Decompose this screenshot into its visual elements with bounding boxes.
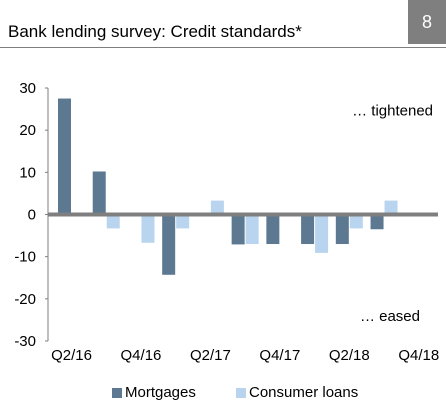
chart-title: Bank lending survey: Credit standards*: [8, 22, 302, 41]
x-tick-label: Q2/16: [51, 347, 92, 364]
consumer-loans-swatch: [236, 387, 246, 398]
y-tick-label: 20: [19, 122, 36, 139]
bar-mortgages: [370, 214, 384, 230]
bar-mortgages: [266, 214, 280, 245]
bar-consumer-loans: [349, 214, 363, 229]
legend-item-mortgages: Mortgages: [112, 384, 196, 401]
mortgages-swatch: [112, 387, 122, 398]
bar-consumer-loans: [245, 214, 259, 245]
page-number-badge: 8: [408, 0, 446, 44]
bar-mortgages: [301, 214, 315, 245]
y-tick-label: -10: [14, 249, 36, 266]
legend-item-consumer-loans: Consumer loans: [236, 384, 358, 401]
x-tick-label: Q4/17: [259, 347, 300, 364]
bar-chart: 30 20 10 0 -10 -20 -30 Q2/16 Q4/16 Q2/17 Q4/17 Q2/1…: [14, 80, 439, 364]
title-divider: [0, 47, 446, 48]
y-tick-label: 30: [19, 80, 36, 97]
y-tick-label: -30: [14, 333, 36, 350]
x-tick-label: Q4/16: [121, 347, 162, 364]
x-tick-label: Q2/17: [190, 347, 231, 364]
bar-consumer-loans: [384, 200, 398, 215]
bar-mortgages: [162, 214, 176, 275]
bar-mortgages: [231, 214, 245, 245]
bar-mortgages: [58, 98, 71, 215]
bar-consumer-loans: [106, 214, 120, 229]
y-tick-label: 0: [28, 207, 36, 224]
y-tick-label: 10: [19, 164, 36, 181]
annotation-eased: … eased: [360, 308, 420, 325]
bar-consumer-loans: [141, 214, 155, 243]
bar-mortgages: [92, 171, 106, 215]
x-tick-label: Q4/18: [398, 347, 439, 364]
bar-consumer-loans: [176, 214, 190, 229]
annotation-tightened: … tightened: [352, 102, 433, 119]
legend-label-mortgages: Mortgages: [125, 384, 196, 401]
bar-consumer-loans: [315, 214, 329, 253]
x-tick-label: Q2/18: [329, 347, 370, 364]
bar-mortgages: [335, 214, 349, 245]
legend-label-consumer-loans: Consumer loans: [249, 384, 359, 401]
bar-consumer-loans: [210, 200, 224, 215]
y-tick-label: -20: [14, 291, 36, 308]
